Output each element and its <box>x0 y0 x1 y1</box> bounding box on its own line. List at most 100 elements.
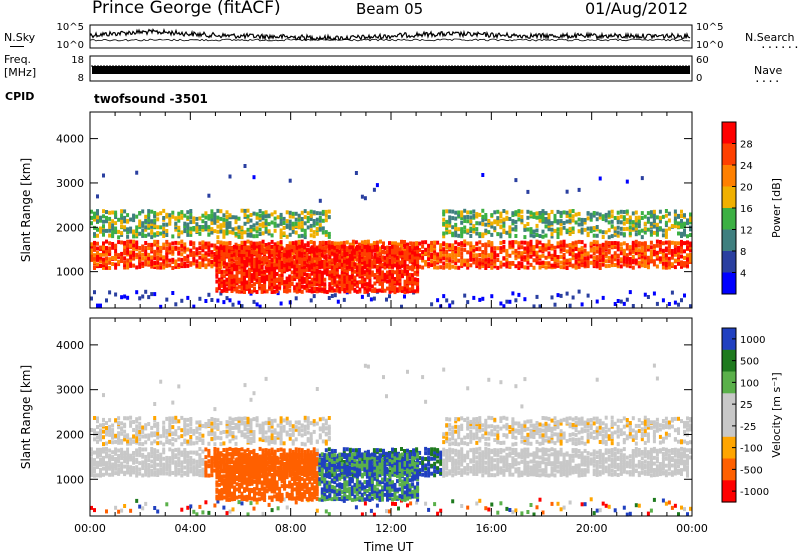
power-cell <box>228 213 232 218</box>
power-cell <box>300 245 304 250</box>
power-cell <box>547 218 551 223</box>
power-cell <box>141 256 145 261</box>
power-cell <box>532 265 536 270</box>
power-cell <box>321 240 325 245</box>
velocity-cell <box>96 435 99 440</box>
power-cell <box>520 254 524 259</box>
power-cell <box>381 245 384 250</box>
power-cell <box>454 233 458 238</box>
power-cell <box>233 287 236 292</box>
power-cell <box>105 298 108 303</box>
velocity-cell <box>132 439 136 444</box>
velocity-cell <box>189 429 193 434</box>
velocity-cell <box>153 431 157 436</box>
power-cell <box>177 211 181 216</box>
power-cell <box>562 255 566 260</box>
power-cell <box>643 247 647 252</box>
velocity-cell <box>189 417 193 421</box>
power-cell <box>350 251 354 256</box>
power-cell <box>562 225 566 230</box>
power-cell <box>661 253 665 258</box>
velocity-cell <box>93 458 96 463</box>
power-cell <box>363 259 367 264</box>
power-cell <box>189 261 193 266</box>
power-cell <box>297 221 301 226</box>
velocity-cell <box>207 423 211 427</box>
power-cell <box>445 219 449 224</box>
power-cell <box>168 242 172 247</box>
velocity-cell <box>210 424 214 429</box>
power-cell <box>550 246 554 251</box>
power-cell <box>335 258 339 263</box>
power-cell <box>686 234 689 239</box>
power-cell <box>135 240 139 245</box>
power-cell <box>613 253 617 258</box>
power-cell <box>556 209 560 214</box>
power-cell <box>357 242 361 247</box>
power-cell <box>550 234 554 239</box>
velocity-cell <box>135 448 139 453</box>
power-y-tick-label: 1000 <box>56 266 84 279</box>
power-cell <box>631 223 635 228</box>
power-cell <box>291 251 295 256</box>
power-cell <box>646 263 650 268</box>
power-cell <box>249 213 253 217</box>
power-cell <box>562 243 566 248</box>
power-cell <box>201 257 205 262</box>
power-cell <box>610 260 614 265</box>
power-cell <box>313 267 317 272</box>
power-cell <box>484 248 488 253</box>
power-cell <box>658 250 662 254</box>
power-cell <box>305 281 309 286</box>
velocity-cell <box>258 423 262 428</box>
power-cell <box>532 214 536 219</box>
power-cell <box>153 218 157 223</box>
power-cell <box>217 257 221 262</box>
power-cell <box>313 280 317 284</box>
power-cell <box>171 210 175 215</box>
velocity-cell <box>258 446 262 451</box>
power-cell <box>156 248 160 253</box>
velocity-cell <box>93 466 96 471</box>
power-cell <box>661 241 665 246</box>
power-cell <box>282 255 286 260</box>
power-cell <box>451 300 455 305</box>
power-cell <box>123 209 127 214</box>
power-cell <box>93 211 96 216</box>
power-cell <box>433 253 437 258</box>
power-cell <box>628 215 632 220</box>
power-cell <box>646 244 650 249</box>
power-cell <box>210 255 214 260</box>
power-cell <box>204 211 208 216</box>
power-cell <box>328 246 332 251</box>
power-cell <box>201 248 205 253</box>
velocity-cell <box>198 425 202 430</box>
velocity-cell <box>171 400 175 405</box>
power-cell <box>255 251 259 256</box>
power-cell <box>388 252 392 257</box>
power-cell <box>368 287 372 292</box>
power-cell <box>141 232 145 237</box>
power-cell <box>529 227 533 232</box>
velocity-cell <box>174 472 178 477</box>
velocity-cell <box>210 465 214 470</box>
power-cell <box>478 221 482 226</box>
velocity-cell <box>165 439 169 444</box>
power-cell <box>246 214 250 219</box>
power-cell <box>358 280 362 285</box>
velocity-cell <box>135 470 139 475</box>
power-cell <box>640 228 644 233</box>
velocity-cell <box>123 453 127 458</box>
power-cell <box>114 226 118 231</box>
power-cell <box>472 257 476 262</box>
power-cell <box>295 282 299 287</box>
power-cell <box>556 258 560 263</box>
power-cell <box>343 287 347 292</box>
power-cell <box>544 217 548 221</box>
power-cell <box>541 260 545 265</box>
power-cell <box>123 215 127 220</box>
power-cell <box>595 264 599 269</box>
velocity-cell <box>153 465 157 470</box>
power-cell <box>490 245 494 250</box>
power-cell <box>288 267 292 272</box>
